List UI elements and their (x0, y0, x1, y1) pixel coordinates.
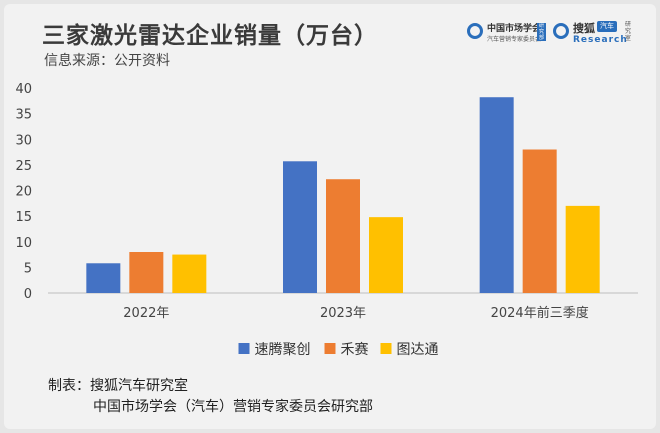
sohu-logo-sub: Research (573, 35, 628, 45)
y-tick-label: 0 (24, 287, 32, 302)
sohu-logo-name: 搜狐 (573, 22, 595, 35)
sohu-research-logo: 搜狐 汽车 Research 研究室 (553, 19, 633, 49)
y-tick-label: 15 (15, 210, 32, 225)
y-tick-label: 10 (15, 236, 32, 251)
legend-label: 速腾聚创 (255, 341, 311, 358)
bar (129, 252, 164, 293)
bar (326, 179, 360, 293)
legend-swatch (380, 343, 392, 354)
y-tick-label: 5 (24, 261, 32, 276)
bars (86, 97, 600, 293)
cma-logo-sub: 汽车营销专家委员会 (487, 36, 542, 43)
cma-logo-icon (467, 23, 483, 39)
footer: 制表：搜狐汽车研究室 中国市场学会（汽车）营销专家委员会研究部 (48, 376, 373, 418)
bar (172, 254, 207, 293)
y-tick-label: 20 (15, 185, 32, 200)
cma-logo-name: 中国市场学会 (487, 24, 542, 34)
bar (522, 149, 557, 293)
bar (565, 205, 600, 293)
y-tick-label: 40 (15, 82, 32, 97)
legend-swatch (324, 343, 336, 354)
bar (283, 161, 317, 293)
cma-logo: 中国市场学会 汽车营销专家委员会 研究部 (467, 19, 547, 49)
chart-title: 三家激光雷达企业销量（万台） (42, 23, 378, 49)
footer-line-1: 制表：搜狐汽车研究室 (48, 378, 188, 394)
bar (479, 97, 514, 293)
sohu-logo-side: 研究室 (625, 21, 632, 42)
bar (86, 263, 121, 293)
y-tick-label: 35 (15, 108, 32, 123)
legend: 速腾聚创 禾赛 图达通 (238, 341, 439, 358)
x-tick-label: 2022年 (123, 306, 169, 321)
x-tick-label: 2023年 (320, 306, 366, 321)
x-axis: 2022年 2023年 2024年前三季度 (123, 305, 588, 321)
bar (369, 217, 403, 293)
cma-logo-stamp: 研究部 (537, 23, 546, 41)
legend-label: 禾赛 (341, 342, 369, 358)
chart-source: 信息来源：公开资料 (44, 53, 170, 69)
legend-label: 图达通 (397, 342, 439, 358)
sohu-logo-pill: 汽车 (597, 21, 617, 32)
legend-swatch (238, 343, 250, 354)
y-tick-label: 30 (15, 133, 32, 148)
y-tick-label: 25 (15, 159, 32, 174)
x-tick-label: 2024年前三季度 (491, 305, 589, 321)
y-axis: 0 5 10 15 20 25 30 35 40 (15, 82, 32, 302)
footer-line-2: 中国市场学会（汽车）营销专家委员会研究部 (93, 399, 373, 415)
sohu-logo-icon (553, 23, 569, 39)
